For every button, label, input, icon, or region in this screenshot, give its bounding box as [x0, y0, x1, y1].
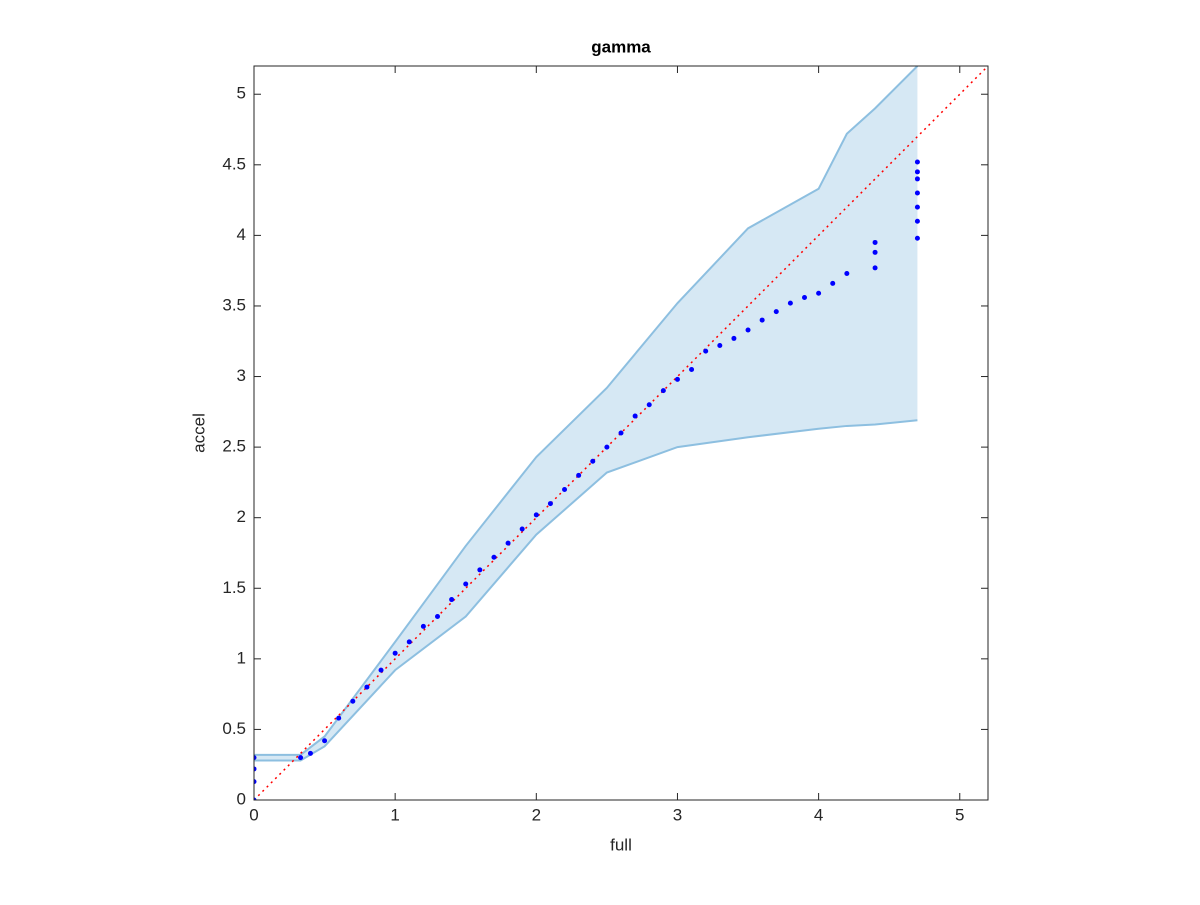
data-point — [420, 623, 426, 629]
data-point — [703, 348, 709, 354]
data-point — [449, 597, 455, 603]
data-point — [689, 366, 695, 372]
data-point — [576, 472, 582, 478]
data-point — [914, 218, 920, 224]
data-point — [533, 512, 539, 518]
plot-area — [254, 66, 988, 800]
data-point — [646, 402, 652, 408]
data-point — [914, 190, 920, 196]
data-point — [477, 567, 483, 573]
axes: 0 1 2 3 4 5 0 0.5 1 1.5 2 2.5 3 3.5 4 4.5 5 — [222, 65, 989, 824]
data-point — [914, 169, 920, 175]
data-point — [773, 309, 779, 315]
data-point — [816, 290, 822, 296]
y-tick-label: 1.5 — [222, 578, 246, 597]
data-point — [830, 280, 836, 286]
data-point — [914, 159, 920, 165]
data-point — [759, 317, 765, 323]
data-point — [364, 684, 370, 690]
data-point — [914, 204, 920, 210]
y-tick-label: 3 — [237, 366, 246, 385]
data-point — [872, 265, 878, 271]
data-point — [731, 335, 737, 341]
data-point — [505, 540, 511, 546]
y-tick-label: 0 — [237, 789, 246, 808]
data-point — [298, 755, 304, 761]
x-tick-label: 5 — [955, 805, 964, 824]
data-point — [254, 755, 257, 761]
reference-line — [254, 66, 988, 800]
data-point — [604, 444, 610, 450]
band-lower-edge — [254, 419, 918, 762]
y-tick-label: 2.5 — [222, 437, 246, 456]
y-tick-label: 3.5 — [222, 295, 246, 314]
data-point — [307, 750, 313, 756]
data-point — [844, 270, 850, 276]
y-tick-label: 2 — [237, 507, 246, 526]
data-point — [322, 738, 328, 744]
data-point — [562, 486, 568, 492]
data-point — [254, 779, 257, 785]
data-point — [660, 388, 666, 394]
axes-box — [253, 65, 989, 801]
data-point — [618, 430, 624, 436]
data-point — [914, 235, 920, 241]
y-tick-label: 1 — [237, 648, 246, 667]
data-point — [914, 176, 920, 182]
data-point — [254, 797, 257, 800]
data-point — [547, 501, 553, 507]
data-point — [254, 766, 257, 772]
x-tick-label: 4 — [814, 805, 823, 824]
data-point — [787, 300, 793, 306]
data-point — [632, 413, 638, 419]
y-axis-label: accel — [189, 413, 208, 453]
x-axis-label: full — [610, 835, 632, 854]
data-point — [392, 650, 398, 656]
data-point — [674, 376, 680, 382]
chart-title: gamma — [591, 37, 651, 56]
x-tick-label: 3 — [673, 805, 682, 824]
y-tick-label: 5 — [237, 84, 246, 103]
data-point — [406, 639, 412, 645]
data-point — [350, 698, 356, 704]
data-point — [872, 239, 878, 245]
y-tick-label: 0.5 — [222, 719, 246, 738]
data-point — [717, 342, 723, 348]
data-point — [435, 614, 440, 619]
data-point — [745, 327, 751, 333]
x-tick-label: 2 — [532, 805, 541, 824]
x-tick-label: 0 — [249, 805, 258, 824]
data-point — [590, 458, 596, 464]
y-tick-label: 4.5 — [222, 154, 246, 173]
data-point — [336, 715, 342, 721]
data-point — [378, 667, 384, 673]
band-upper-edge — [254, 66, 919, 756]
data-point — [872, 249, 878, 255]
x-tick-label: 1 — [390, 805, 399, 824]
data-point — [491, 554, 497, 560]
confidence-band — [254, 66, 918, 761]
data-point — [463, 581, 469, 587]
y-tick-label: 4 — [237, 225, 246, 244]
data-point — [519, 526, 525, 532]
data-point — [802, 294, 807, 300]
